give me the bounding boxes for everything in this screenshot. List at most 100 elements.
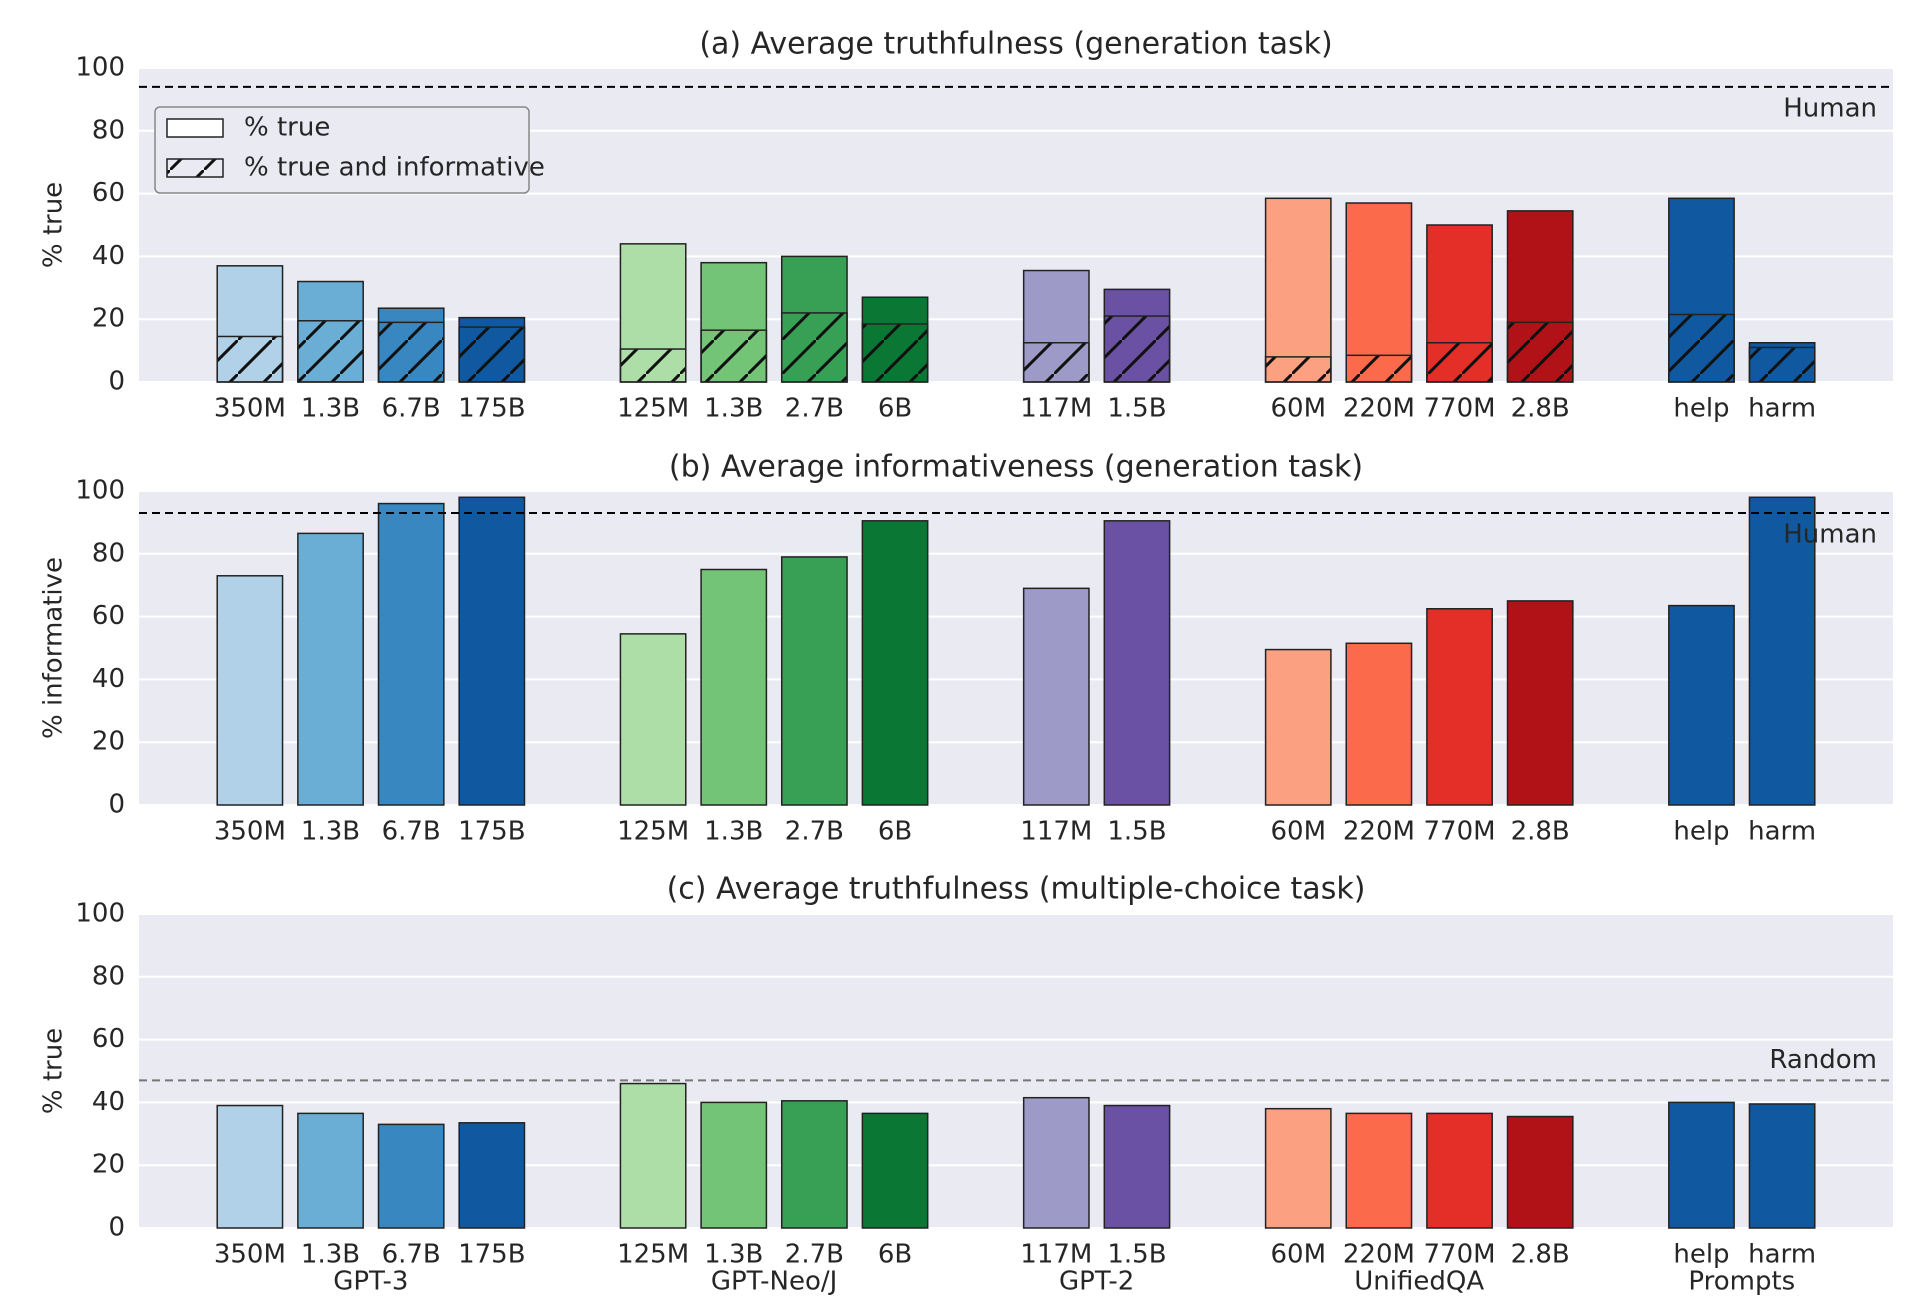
bar xyxy=(1022,1096,1090,1229)
x-tick-label: 125M xyxy=(617,1240,689,1270)
bar xyxy=(1345,202,1413,383)
y-tick-label: 80 xyxy=(92,115,125,145)
legend-label: % true and informative xyxy=(244,153,545,183)
group-label: Prompts xyxy=(1688,1267,1795,1297)
y-tick-label: 0 xyxy=(108,367,125,397)
x-tick-label: 220M xyxy=(1343,1240,1415,1270)
y-tick-label: 20 xyxy=(92,1150,125,1180)
y-tick-label: 0 xyxy=(108,790,125,820)
y-tick-label: 100 xyxy=(75,476,125,506)
x-tick-label: 125M xyxy=(617,394,689,424)
x-tick-label: 350M xyxy=(214,394,286,424)
hatched-bar xyxy=(861,323,929,383)
x-tick-label: help xyxy=(1673,817,1729,847)
x-tick-label: 6B xyxy=(878,817,912,847)
x-tick-label: help xyxy=(1673,394,1729,424)
x-tick-label: 175B xyxy=(458,817,525,847)
x-tick-label: harm xyxy=(1748,817,1816,847)
bar xyxy=(861,1112,929,1229)
bar xyxy=(297,532,364,806)
x-tick-label: 220M xyxy=(1343,817,1415,847)
hatched-bar xyxy=(458,326,526,383)
x-tick-label: harm xyxy=(1748,1240,1816,1270)
x-tick-label: 175B xyxy=(458,1240,525,1270)
x-tick-label: 6.7B xyxy=(382,1240,441,1270)
bar xyxy=(700,568,768,806)
y-tick-label: 100 xyxy=(75,53,125,83)
y-tick-label: 60 xyxy=(92,178,125,208)
x-tick-label: 6.7B xyxy=(382,817,441,847)
x-tick-label: 1.3B xyxy=(301,817,360,847)
bar xyxy=(780,556,848,806)
hatched-bar xyxy=(1748,346,1816,383)
x-tick-label: 117M xyxy=(1020,1240,1092,1270)
x-tick-label: 770M xyxy=(1424,394,1496,424)
reference-label: Random xyxy=(1769,1045,1877,1075)
bar xyxy=(1264,1107,1332,1229)
bar xyxy=(377,502,445,806)
x-tick-label: 2.7B xyxy=(785,1240,844,1270)
y-tick-label: 40 xyxy=(92,1087,125,1117)
bar xyxy=(216,1104,284,1229)
y-tick-label: 60 xyxy=(92,1024,125,1054)
group-label: UnifiedQA xyxy=(1354,1267,1484,1297)
legend-swatch xyxy=(166,118,224,138)
x-tick-label: 6B xyxy=(878,394,912,424)
x-tick-label: harm xyxy=(1748,394,1816,424)
hatched-bar xyxy=(1426,342,1493,383)
bar xyxy=(619,1082,687,1229)
x-tick-label: 1.5B xyxy=(1107,1240,1166,1270)
bar xyxy=(1022,587,1090,806)
x-tick-label: 60M xyxy=(1270,1240,1326,1270)
bar xyxy=(1345,1112,1413,1229)
y-axis-label: % true xyxy=(39,1028,69,1114)
bar xyxy=(1506,1115,1574,1229)
reference-label: Human xyxy=(1783,519,1877,549)
y-tick-label: 20 xyxy=(92,727,125,757)
x-tick-label: 175B xyxy=(458,394,525,424)
hatched-bar xyxy=(780,312,848,383)
x-tick-label: 125M xyxy=(617,817,689,847)
bar xyxy=(1668,1101,1735,1229)
hatched-bar xyxy=(377,321,445,383)
bar xyxy=(1264,648,1332,806)
x-tick-label: 350M xyxy=(214,1240,286,1270)
x-tick-label: 60M xyxy=(1270,394,1326,424)
x-tick-label: help xyxy=(1673,1240,1729,1270)
y-axis-label: % true xyxy=(39,182,69,268)
bar xyxy=(1426,608,1493,806)
bar xyxy=(1426,1112,1493,1229)
y-tick-label: 40 xyxy=(92,241,125,271)
x-tick-label: 1.5B xyxy=(1107,394,1166,424)
hatched-bar xyxy=(297,320,364,383)
chart-title: (c) Average truthfulness (multiple-choic… xyxy=(667,872,1366,907)
chart-title: (a) Average truthfulness (generation tas… xyxy=(699,27,1332,62)
bar xyxy=(1103,1104,1171,1229)
x-tick-label: 1.5B xyxy=(1107,817,1166,847)
bar xyxy=(1668,604,1735,806)
bar xyxy=(1264,197,1332,383)
x-tick-label: 6.7B xyxy=(382,394,441,424)
bar xyxy=(458,1122,526,1229)
x-tick-label: 770M xyxy=(1424,817,1496,847)
group-label: GPT-Neo/J xyxy=(711,1267,837,1297)
hatched-bar xyxy=(619,348,687,383)
x-tick-label: 1.3B xyxy=(301,1240,360,1270)
x-tick-label: 1.3B xyxy=(301,394,360,424)
reference-label: Human xyxy=(1783,93,1877,123)
bar xyxy=(861,520,929,806)
y-tick-label: 0 xyxy=(108,1213,125,1243)
bar xyxy=(1748,496,1816,806)
x-tick-label: 1.3B xyxy=(704,394,763,424)
bar xyxy=(780,1100,848,1229)
hatched-bar xyxy=(216,335,284,383)
hatched-bar xyxy=(1345,354,1413,383)
x-tick-label: 1.3B xyxy=(704,817,763,847)
y-tick-label: 40 xyxy=(92,664,125,694)
bar xyxy=(1103,520,1171,806)
x-tick-label: 2.8B xyxy=(1511,394,1570,424)
x-tick-label: 350M xyxy=(214,817,286,847)
bar xyxy=(1506,600,1574,806)
